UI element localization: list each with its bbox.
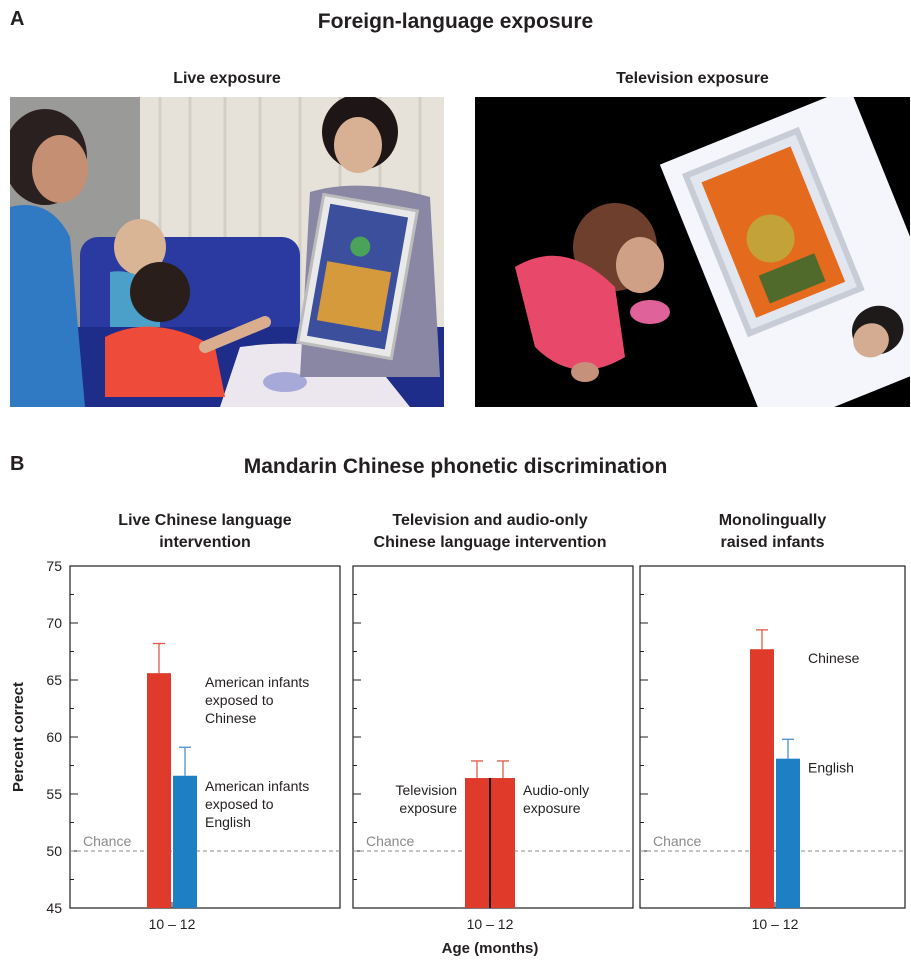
series-label: Chinese [205,710,257,726]
chart-title-television-audio: Television and audio-only Chinese languag… [373,512,607,551]
photo-title-live: Live exposure [173,70,281,87]
television-exposure-photo [475,97,910,407]
series-label: English [205,814,251,830]
panel-b-title: Mandarin Chinese phonetic discrimination [243,455,668,478]
x-tick-label: 10 – 12 [752,916,799,932]
y-axis-label: Percent correct [10,682,27,792]
y-tick-label: 65 [46,672,62,688]
x-tick-label: 10 – 12 [149,916,196,932]
bar-1-0 [465,778,489,908]
y-tick-label: 55 [46,786,62,802]
series-label: Audio-only [523,782,589,798]
y-tick-label: 45 [46,900,62,916]
panel-letter-a: A [10,8,25,30]
chart-frame-0 [69,565,341,909]
bar-0-0 [147,673,171,908]
series-label: American infants [205,674,309,690]
chance-label: Chance [83,833,131,849]
bar-0-1 [173,775,197,908]
series-label: Television [396,782,457,798]
chart-title-live: Live Chinese language intervention [118,512,292,551]
series-label: English [808,760,854,776]
series-label: American infants [205,778,309,794]
series-label: exposure [399,800,457,816]
bar-2-0 [750,649,774,908]
y-tick-label: 60 [46,729,62,745]
series-label: Chinese [808,650,860,666]
live-exposure-photo [10,97,444,407]
x-axis-label: Age (months) [442,940,539,957]
chance-label: Chance [366,833,414,849]
y-tick-label: 75 [46,558,62,574]
photo-title-television: Television exposure [616,70,769,87]
bar-1-1 [491,778,515,908]
y-tick-label: 50 [46,843,62,859]
chance-label: Chance [653,833,701,849]
series-label: exposed to [205,796,274,812]
bar-2-1 [776,758,800,908]
chart-title-monolingual: Monolingually raised infants [718,512,827,551]
panel-letter-b: B [10,453,25,475]
series-label: exposed to [205,692,274,708]
y-tick-label: 70 [46,615,62,631]
x-tick-label: 10 – 12 [467,916,514,932]
series-label: exposure [523,800,581,816]
panel-a-title: Foreign-language exposure [317,10,594,33]
